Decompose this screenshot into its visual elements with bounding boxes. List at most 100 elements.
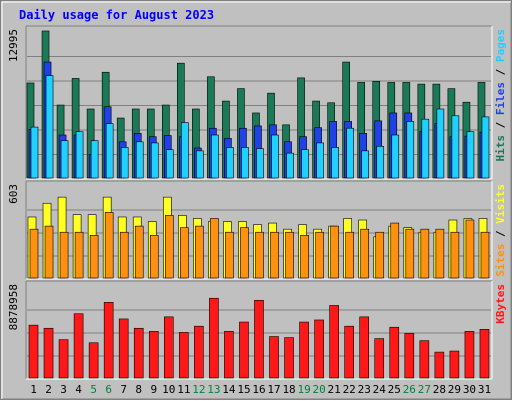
x-tick-label: 25 [388,383,401,396]
x-tick-label: 28 [433,383,446,396]
pages-bar [181,122,189,179]
pages-bar [271,134,279,179]
x-tick-label: 19 [297,383,310,396]
pages-bar [150,142,159,179]
x-tick-label: 30 [463,383,476,396]
pages-bar [451,115,460,179]
kbytes-bar [404,333,415,379]
kbytes-bar [449,350,460,379]
kbytes-bar [434,351,445,379]
sites-bar [360,228,370,279]
kbytes-bar [284,337,294,379]
legend-label-3: KBytes [494,284,507,324]
panel-2 [25,180,493,280]
x-tick-label: 10 [162,383,175,396]
x-tick-label: 12 [192,383,205,396]
sites-bar [255,231,264,279]
x-tick-label: 11 [177,383,190,396]
sites-bar [300,234,309,279]
pages-bar [226,147,234,179]
kbytes-bar [359,316,370,379]
kbytes-bar [419,340,430,379]
x-tick-label: 15 [237,383,250,396]
pages-bar [286,152,294,179]
x-tick-label: 24 [373,383,387,396]
x-tick-label: 21 [328,383,341,396]
legend-part: Pages [494,29,507,62]
legend-part: / [494,115,507,135]
kbytes-bar [329,305,339,379]
sites-bar [195,225,204,279]
x-tick-label: 27 [418,383,431,396]
x-tick-label: 9 [150,383,157,396]
x-tick-label: 23 [358,383,371,396]
x-tick-label: 26 [403,383,416,396]
sites-bar [405,228,415,279]
kbytes-bar [344,325,354,379]
x-axis-labels: 1 2 3 4 5 6 7 8 9 10 11 12 13 14 15 16 17 18 19 20 21 22 23 24 2… [30,383,491,396]
x-tick-label: 17 [267,383,280,396]
sites-bar [330,225,339,279]
kbytes-bar [163,316,174,379]
y-max-label-1: 12995 [7,29,20,62]
x-tick-label: 4 [75,383,82,396]
kbytes-bar [374,338,385,379]
kbytes-bar [239,321,249,379]
x-tick-label: 20 [313,383,326,396]
kbytes-bar [58,339,69,379]
pages-bar [316,142,324,179]
y-max-label-2: 603 [7,184,20,204]
legend-part: / [494,62,507,82]
legend-part: Files [494,82,507,115]
kbytes-bar [88,342,99,379]
sites-bar [210,218,219,279]
pages-bar [45,75,54,179]
x-tick-label: 3 [60,383,67,396]
sites-bar [240,227,249,279]
kbytes-bar [103,302,114,379]
pages-bar [105,123,114,179]
pages-bar [30,126,39,179]
kbytes-bar [43,327,54,379]
sites-bar [180,227,189,279]
kbytes-bar [299,321,309,379]
sites-bar [435,228,445,279]
kbytes-bar [118,318,129,379]
chart-title: Daily usage for August 2023 [19,8,214,22]
x-tick-label: 13 [207,383,220,396]
pages-bar [466,131,475,179]
kbytes-bar [224,331,234,379]
kbytes-bar [254,299,264,379]
x-tick-label: 2 [45,383,52,396]
x-tick-label: 29 [448,383,461,396]
sites-bar [375,231,385,279]
x-tick-label: 1 [30,383,37,396]
pages-bar [346,127,354,179]
kbytes-bar [269,336,279,379]
pages-bar [241,147,249,179]
kbytes-bar [28,324,39,379]
x-tick-label: 8 [135,383,142,396]
sites-bar [29,228,39,279]
legend-part: KBytes [494,284,507,324]
kbytes-bar [464,331,475,379]
pages-bar [135,141,144,179]
y-max-label-3: 8878958 [7,284,20,330]
sites-bar [134,225,144,279]
sites-bar [164,215,174,279]
pages-bar [331,147,339,179]
x-tick-label: 7 [120,383,127,396]
sites-bar [390,222,400,279]
pages-bar [60,140,69,179]
kbytes-bar [194,325,204,379]
legend-part: Hits [494,135,507,162]
pages-bar [301,149,309,179]
legend-part: Visits [494,184,507,224]
chart-panels [25,25,493,380]
pages-bar [196,150,204,179]
pages-bar [90,140,99,179]
x-tick-label: 14 [222,383,236,396]
sites-bar [480,231,490,279]
sites-bar [420,228,430,279]
